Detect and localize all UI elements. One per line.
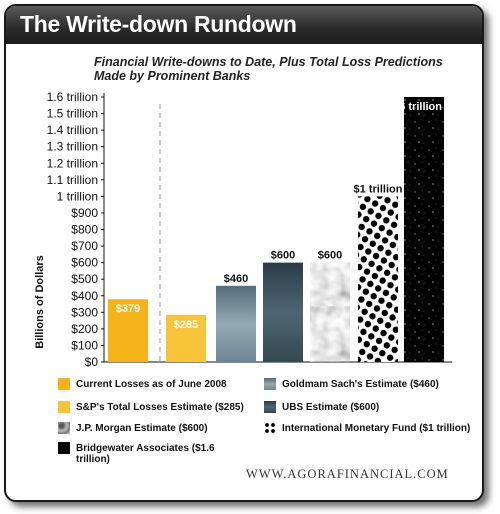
y-tick-label: 1.5 trillion (47, 107, 98, 121)
legend-label: Current Losses as of June 2008 (76, 379, 227, 390)
bar-value-label: $600 (318, 250, 342, 262)
bar-3 (216, 285, 256, 362)
bar-7 (404, 97, 444, 362)
y-tick-label: $100 (71, 338, 98, 352)
y-tick-label: $900 (71, 206, 98, 220)
y-tick-label: 1.1 trillion (47, 173, 98, 187)
bar-2 (166, 314, 206, 362)
bar-6 (358, 196, 398, 362)
chart-title: Financial Write-downs to Date, Plus Tota… (94, 55, 443, 83)
y-tick-label: $0 (85, 355, 99, 369)
legend-label: International Monetary Fund ($1 trillion… (282, 423, 471, 434)
bar-value-label: $600 (271, 250, 295, 262)
bar-value-label: $285 (174, 319, 198, 331)
y-tick-label: 1.4 trillion (47, 123, 98, 137)
y-tick-label: $700 (71, 239, 98, 253)
y-tick-label: $600 (71, 256, 98, 270)
y-tick-label: 1 trillion (57, 189, 98, 203)
bar-value-label: $379 (116, 303, 140, 315)
footer-url: WWW.AGORAFINANCIAL.COM (246, 467, 449, 481)
legend-label: Goldmam Sach's Estimate ($460) (282, 379, 439, 390)
legend-swatch (264, 422, 276, 434)
legend-swatch (264, 401, 276, 413)
y-tick-label: $400 (71, 289, 98, 303)
bar-value-label: $460 (224, 273, 248, 285)
legend-swatch (264, 378, 276, 390)
legend-swatch (58, 378, 70, 390)
legend-swatch (58, 422, 70, 434)
legend-label: UBS Estimate ($600) (282, 402, 380, 413)
y-tick-label: $500 (71, 272, 98, 286)
chart-card: The Write-down Rundown Financial Write-d… (4, 4, 484, 502)
bar-4 (263, 262, 303, 362)
y-tick-label: $300 (71, 305, 98, 319)
bar-value-label: $1.6 trillion (384, 101, 442, 113)
bar-1 (108, 299, 148, 362)
legend-label: J.P. Morgan Estimate ($600) (76, 423, 208, 434)
legend-swatch (58, 401, 70, 413)
legend-swatch (58, 442, 70, 454)
bar-value-label: $1 trillion (354, 183, 403, 195)
y-tick-label: $800 (71, 223, 98, 237)
y-axis-label: Billions of Dollars (34, 255, 46, 349)
chart-header-title: The Write-down Rundown (20, 11, 297, 37)
y-tick-label: $200 (71, 322, 98, 336)
legend: Current Losses as of June 2008 Goldmam Sa… (6, 6, 482, 465)
y-tick-label: 1.2 trillion (47, 156, 98, 170)
bar-chart: $0 $100 $200 $300 $400 $500 $600 $700 $800 $900 1 … (34, 90, 452, 369)
header-bar: The Write-down Rundown (6, 6, 482, 44)
legend-label: S&P's Total Losses Estimate ($285) (76, 402, 244, 413)
legend-label: Bridgewater Associates ($1.6 trillion) (76, 443, 215, 465)
y-tick-label: 1.3 trillion (47, 140, 98, 154)
y-tick-label: 1.6 trillion (47, 90, 98, 104)
bar-5 (310, 262, 350, 362)
